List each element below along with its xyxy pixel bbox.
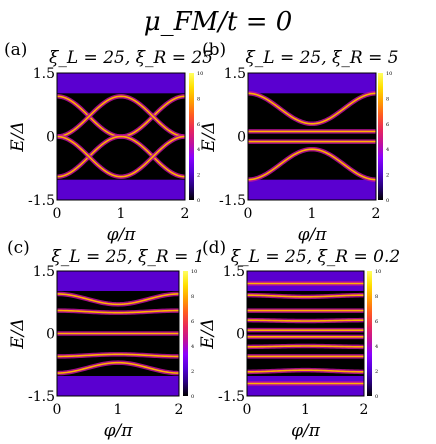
band-line [56, 353, 180, 358]
x-axis-label: φ/π [298, 225, 328, 245]
colorbar-tick-label: 4 [197, 147, 200, 153]
gap-region [247, 291, 364, 376]
colorbar-tick-label: 6 [197, 122, 200, 128]
colorbar [367, 271, 372, 396]
colorbar-tick-label: 6 [386, 122, 389, 128]
y-tick-label: -1.5 [219, 193, 246, 209]
colorbar-tick-label: 10 [375, 269, 381, 275]
panel-title: ξ_L = 25, ξ_R = 25 [49, 48, 213, 68]
colorbar [378, 73, 383, 200]
colorbar-tick-label: 0 [375, 394, 378, 400]
x-tick-label: 0 [53, 402, 62, 418]
panel-title: ξ_L = 25, ξ_R = 0.2 [231, 247, 400, 267]
panel-title: ξ_L = 25, ξ_R = 1 [51, 247, 204, 267]
x-tick-label: 1 [301, 402, 310, 418]
band-line [56, 293, 180, 306]
band-line [247, 319, 364, 322]
y-tick-label: 1.5 [224, 66, 246, 82]
plot-frame [56, 270, 180, 397]
colorbar-tick-label: 10 [191, 269, 197, 275]
colorbar-tick-label: 2 [386, 173, 389, 179]
panel-label: (c) [7, 238, 30, 258]
colorbar-tick-label: 0 [386, 198, 389, 204]
colorbar-tick-label: 6 [191, 319, 194, 325]
band-line [56, 95, 186, 138]
figure-title: μ_FM/t = 0 [144, 7, 293, 37]
colorbar-tick-label: 2 [375, 369, 378, 375]
colorbar-tick-label: 4 [375, 344, 378, 350]
colorbar-tick-label: 2 [191, 369, 194, 375]
y-axis-label: E/Δ [199, 121, 219, 152]
y-axis-label: E/Δ [8, 318, 28, 349]
band-line [247, 294, 364, 298]
y-tick-label: -1.5 [28, 193, 55, 209]
plot-frame [247, 72, 377, 201]
band-line [56, 361, 180, 374]
y-tick-label: -1.5 [28, 389, 55, 405]
y-tick-label: -1.5 [218, 389, 245, 405]
panel-c [56, 270, 188, 397]
colorbar-tick-label: 10 [386, 71, 392, 77]
band-line [247, 92, 377, 125]
y-tick-label: 1.5 [33, 66, 55, 82]
y-axis-label: E/Δ [8, 121, 28, 152]
x-tick-label: 2 [360, 402, 369, 418]
colorbar-tick-label: 6 [375, 319, 378, 325]
panel-label: (a) [4, 40, 27, 60]
x-tick-label: 1 [117, 206, 126, 222]
x-axis-label: φ/π [291, 421, 321, 441]
y-tick-label: 1.5 [33, 264, 55, 280]
colorbar-tick-label: 8 [375, 294, 378, 300]
y-tick-label: 0 [46, 327, 55, 343]
x-axis-label: φ/π [104, 421, 134, 441]
band-line [247, 369, 364, 373]
colorbar-tick-label: 0 [197, 198, 200, 204]
colorbar-tick-label: 10 [197, 71, 203, 77]
colorbar-tick-label: 8 [191, 294, 194, 300]
x-tick-label: 0 [53, 206, 62, 222]
band-line [56, 309, 180, 314]
colorbar [189, 73, 194, 200]
gap-region [248, 93, 376, 180]
x-tick-label: 0 [244, 206, 253, 222]
colorbar-tick-label: 8 [386, 96, 389, 102]
colorbar-tick-label: 4 [191, 344, 194, 350]
x-tick-label: 2 [372, 206, 381, 222]
colorbar-tick-label: 8 [197, 96, 200, 102]
band-line [247, 345, 364, 348]
y-tick-label: 0 [236, 327, 245, 343]
panel-b [247, 72, 383, 201]
colorbar-tick-label: 0 [191, 394, 194, 400]
colorbar [183, 271, 188, 396]
panel-label: (b) [202, 40, 226, 60]
panel-d [246, 270, 372, 397]
plot-frame [56, 72, 186, 201]
y-tick-label: 1.5 [223, 264, 245, 280]
band-line [56, 135, 186, 178]
x-tick-label: 1 [308, 206, 317, 222]
band-line [247, 148, 377, 181]
x-tick-label: 2 [181, 206, 190, 222]
x-tick-label: 1 [114, 402, 123, 418]
panel-title: ξ_L = 25, ξ_R = 5 [245, 48, 398, 68]
x-tick-label: 0 [243, 402, 252, 418]
panel-a [56, 72, 194, 201]
panel-label: (d) [202, 238, 226, 258]
x-tick-label: 2 [175, 402, 184, 418]
band-line [56, 135, 186, 178]
y-tick-label: 0 [46, 130, 55, 146]
colorbar-tick-label: 4 [386, 147, 389, 153]
y-tick-label: 0 [237, 130, 246, 146]
colorbar-tick-label: 2 [197, 173, 200, 179]
y-axis-label: E/Δ [198, 318, 218, 349]
plot-frame [246, 270, 365, 397]
x-axis-label: φ/π [107, 225, 137, 245]
